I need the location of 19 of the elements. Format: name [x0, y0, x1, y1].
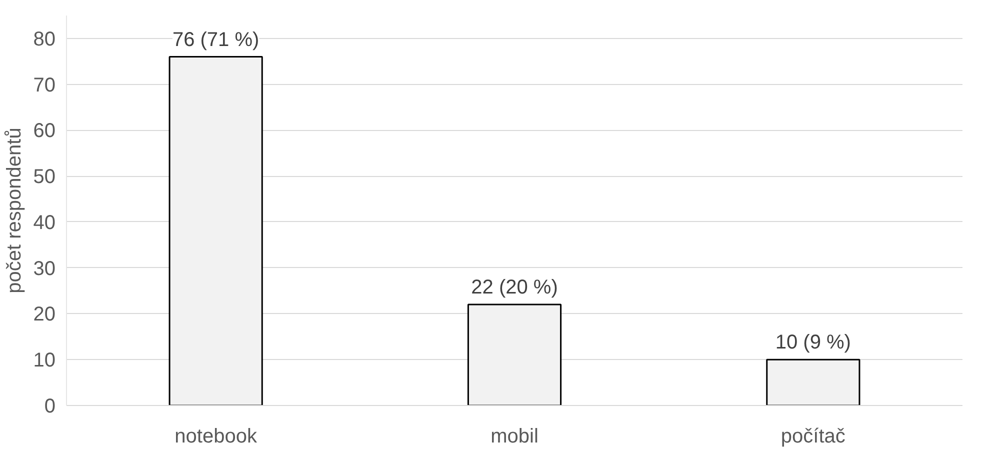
y-tick-label: 40	[33, 212, 56, 234]
y-tick-label: 70	[33, 74, 56, 96]
data-label: 10 (9 %)	[775, 332, 851, 354]
bar	[467, 304, 562, 406]
y-tick-label: 30	[33, 258, 56, 280]
y-tick-label: 0	[44, 396, 56, 418]
y-tick-label: 60	[33, 120, 56, 142]
y-tick-label: 10	[33, 350, 56, 372]
bar	[766, 358, 860, 406]
bar	[168, 56, 263, 406]
x-tick-label: počítač	[780, 426, 846, 448]
data-label: 76 (71 %)	[172, 28, 260, 51]
y-tick-label: 80	[33, 28, 56, 50]
y-tick-label: 50	[33, 166, 56, 188]
y-axis-title: počet respondentů	[3, 128, 26, 294]
x-tick-label: mobil	[490, 426, 538, 448]
x-tick-label: notebook	[174, 426, 258, 448]
data-label: 22 (20 %)	[471, 276, 558, 299]
y-tick-label: 20	[33, 304, 56, 326]
